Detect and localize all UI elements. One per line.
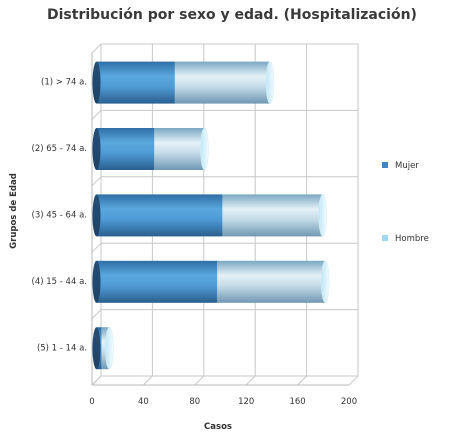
bar-cap-right xyxy=(320,260,330,304)
grid-line-side xyxy=(91,375,102,386)
legend: Mujer Hombre xyxy=(382,161,429,244)
grid-line-floor xyxy=(297,375,307,386)
category-label: (1) > 74 a. xyxy=(41,78,87,88)
bar-cap-left xyxy=(92,327,101,370)
x-tick-labels: 0 40 80 120 160 200 xyxy=(89,397,357,407)
category-label: (4) 15 - 44 a. xyxy=(32,277,87,287)
grid-line-side xyxy=(91,242,102,253)
bar-hombre xyxy=(174,61,270,104)
bar-mujer xyxy=(96,194,223,237)
x-tick-label: 120 xyxy=(238,397,254,407)
grid-line-side xyxy=(91,43,102,54)
bar-cap-right xyxy=(318,194,327,237)
bar-cap-right xyxy=(105,326,114,370)
grid-line-floor xyxy=(348,375,359,386)
chart-title: Distribución por sexo y edad. (Hospitali… xyxy=(47,7,417,23)
bar-cap-left xyxy=(92,260,101,303)
grid-line-floor xyxy=(194,375,205,386)
x-tick-label: 40 xyxy=(138,397,149,407)
x-tick-label: 0 xyxy=(89,397,94,407)
legend-swatch xyxy=(382,235,388,241)
category-label: (3) 45 - 64 a. xyxy=(32,211,87,221)
bar-cap-left xyxy=(92,61,101,104)
legend-swatch xyxy=(382,162,388,168)
x-tick-label: 200 xyxy=(341,397,357,407)
legend-label: Hombre xyxy=(395,234,429,244)
grid-line-side xyxy=(91,110,102,120)
bar-hombre xyxy=(222,194,323,237)
y-axis-title: Grupos de Edad xyxy=(9,173,19,249)
bars xyxy=(92,61,330,370)
bar-hombre xyxy=(217,260,326,303)
bar-mujer xyxy=(96,61,175,104)
x-tick-label: 160 xyxy=(289,397,305,407)
category-label: (5) 1 - 14 a. xyxy=(37,343,87,353)
bar-cap-right xyxy=(200,127,209,171)
bar-cap-left xyxy=(92,128,101,170)
bar-cap-left xyxy=(92,194,101,237)
legend-label: Mujer xyxy=(395,161,419,171)
bar-mujer xyxy=(96,260,218,303)
grid-line-side xyxy=(91,309,102,319)
category-labels: (1) > 74 a. (2) 65 - 74 a. (3) 45 - 64 a. (… xyxy=(32,78,87,354)
grid-line-floor xyxy=(245,375,256,386)
grid-line-floor xyxy=(143,375,153,386)
x-tick-label: 80 xyxy=(189,397,200,407)
bar-cap-right xyxy=(265,61,275,104)
category-label: (2) 65 - 74 a. xyxy=(32,144,87,154)
grid-line-side xyxy=(91,176,102,187)
bar-hombre xyxy=(154,128,205,170)
bar-mujer xyxy=(96,128,155,170)
x-axis-title: Casos xyxy=(204,422,232,432)
